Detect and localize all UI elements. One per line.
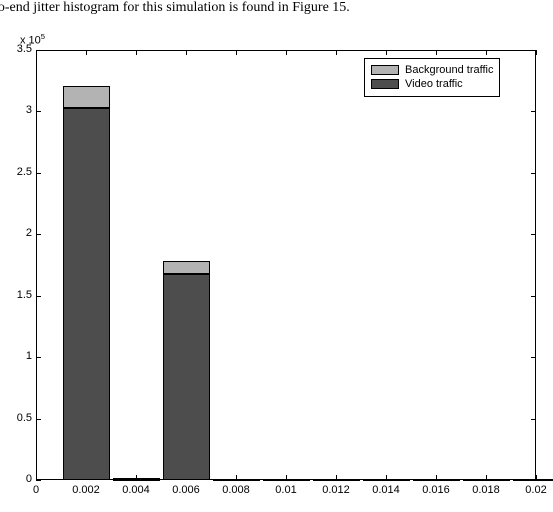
- ytick-mark: [531, 296, 536, 297]
- ytick-mark: [531, 173, 536, 174]
- legend-label: Background traffic: [405, 63, 493, 77]
- ytick-mark: [531, 234, 536, 235]
- bar-segment: [463, 479, 510, 481]
- xtick-mark: [236, 50, 237, 55]
- ytick-mark: [531, 111, 536, 112]
- bar-segment: [263, 479, 310, 481]
- xtick-mark: [36, 475, 37, 480]
- xtick-label: 0.014: [372, 484, 400, 496]
- ytick-mark: [36, 111, 41, 112]
- bar-segment: [63, 108, 110, 480]
- bar-segment: [313, 479, 360, 481]
- ytick-label: 0: [2, 473, 32, 485]
- legend-item: Video traffic: [371, 77, 493, 91]
- bar-segment: [363, 479, 410, 481]
- xtick-label: 0: [33, 484, 39, 496]
- xtick-mark: [386, 50, 387, 55]
- xtick-mark: [536, 50, 537, 55]
- legend-swatch: [371, 65, 399, 75]
- ytick-mark: [36, 480, 41, 481]
- bar-segment: [163, 261, 210, 273]
- bar-segment: [113, 478, 160, 480]
- legend-item: Background traffic: [371, 63, 493, 77]
- ytick-label: 1: [2, 350, 32, 362]
- xtick-label: 0.016: [422, 484, 450, 496]
- xtick-label: 0.008: [222, 484, 250, 496]
- ytick-label: 1.5: [2, 289, 32, 301]
- xtick-mark: [486, 50, 487, 55]
- bar-segment: [413, 479, 460, 481]
- bar-segment: [213, 479, 260, 481]
- bar-segment: [63, 86, 110, 108]
- xtick-mark: [336, 50, 337, 55]
- xtick-mark: [286, 50, 287, 55]
- bar-segment: [163, 274, 210, 480]
- xtick-label: 0.018: [472, 484, 500, 496]
- ytick-mark: [531, 419, 536, 420]
- ytick-mark: [36, 173, 41, 174]
- ytick-label: 3: [2, 104, 32, 116]
- ytick-label: 2.5: [2, 166, 32, 178]
- ytick-label: 2: [2, 227, 32, 239]
- xtick-label: 0.006: [172, 484, 200, 496]
- chart-legend: Background trafficVideo traffic: [364, 58, 500, 97]
- ytick-label: 3.5: [2, 43, 32, 55]
- xtick-mark: [36, 50, 37, 55]
- legend-label: Video traffic: [405, 77, 463, 91]
- xtick-mark: [136, 50, 137, 55]
- xtick-label: 0.004: [122, 484, 150, 496]
- ytick-label: 0.5: [2, 412, 32, 424]
- chart-plot-area: [36, 50, 536, 480]
- xtick-mark: [436, 50, 437, 55]
- xtick-mark: [186, 50, 187, 55]
- xtick-mark: [86, 50, 87, 55]
- ytick-mark: [531, 357, 536, 358]
- xtick-label: 0.01: [275, 484, 296, 496]
- ytick-mark: [36, 357, 41, 358]
- ytick-mark: [36, 234, 41, 235]
- legend-swatch: [371, 79, 399, 89]
- ytick-mark: [36, 419, 41, 420]
- xtick-label: 0.002: [72, 484, 100, 496]
- header-fragment: to-end jitter histogram for this simulat…: [0, 0, 350, 16]
- bar-segment: [513, 479, 553, 481]
- xtick-label: 0.012: [322, 484, 350, 496]
- xtick-label: 0.02: [525, 484, 546, 496]
- ytick-mark: [36, 296, 41, 297]
